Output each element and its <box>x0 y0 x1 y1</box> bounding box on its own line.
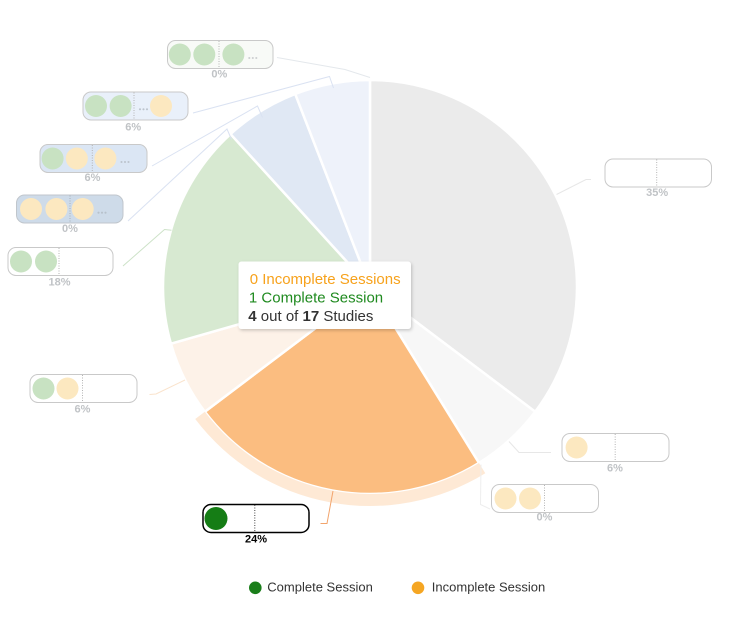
svg-text:4 out of 17 Studies: 4 out of 17 Studies <box>248 308 373 325</box>
svg-text:0%: 0% <box>211 68 227 80</box>
svg-text:18%: 18% <box>48 276 70 288</box>
svg-text:1 Complete Session: 1 Complete Session <box>249 289 383 306</box>
svg-text:6%: 6% <box>125 121 141 133</box>
svg-text:6%: 6% <box>607 463 623 475</box>
svg-text:6%: 6% <box>85 172 101 184</box>
svg-text:0%: 0% <box>62 223 78 235</box>
svg-text:6%: 6% <box>75 403 91 415</box>
svg-text:0 Incomplete Sessions: 0 Incomplete Sessions <box>250 271 401 288</box>
svg-text:24%: 24% <box>245 534 267 546</box>
svg-text:35%: 35% <box>646 187 668 199</box>
svg-text:Complete Session: Complete Session <box>267 579 373 594</box>
svg-text:0%: 0% <box>537 512 553 524</box>
svg-text:Incomplete Session: Incomplete Session <box>432 579 545 594</box>
